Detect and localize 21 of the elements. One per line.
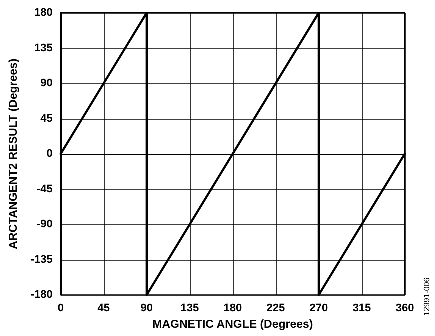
x-tick-label: 360 — [396, 302, 414, 315]
x-tick-label: 180 — [224, 302, 242, 315]
x-tick-label: 45 — [98, 302, 110, 315]
y-tick-label: -180 — [30, 289, 53, 302]
y-tick-label: -90 — [37, 218, 53, 231]
x-tick-label: 0 — [58, 302, 64, 315]
x-tick-label: 270 — [310, 302, 328, 315]
y-tick-label: 0 — [46, 148, 53, 160]
x-tick-label: 315 — [352, 302, 372, 315]
y-tick-label: -135 — [30, 254, 53, 266]
x-tick-label: 225 — [266, 302, 286, 315]
y-axis-title: ARCTANGENT2 RESULT (Degrees) — [8, 58, 20, 250]
y-tick-label: -45 — [37, 183, 53, 196]
text: 12991-006 — [422, 277, 432, 316]
y-tick-label: 45 — [40, 112, 53, 125]
x-axis-title: MAGNETIC ANGLE (Degrees) — [152, 319, 314, 331]
y-tick-label: 90 — [40, 78, 53, 90]
x-tick-label: 90 — [140, 302, 154, 315]
y-tick-label: 180 — [34, 7, 53, 19]
y-tick-label: 135 — [34, 42, 53, 54]
x-tick-label: 135 — [180, 302, 200, 315]
